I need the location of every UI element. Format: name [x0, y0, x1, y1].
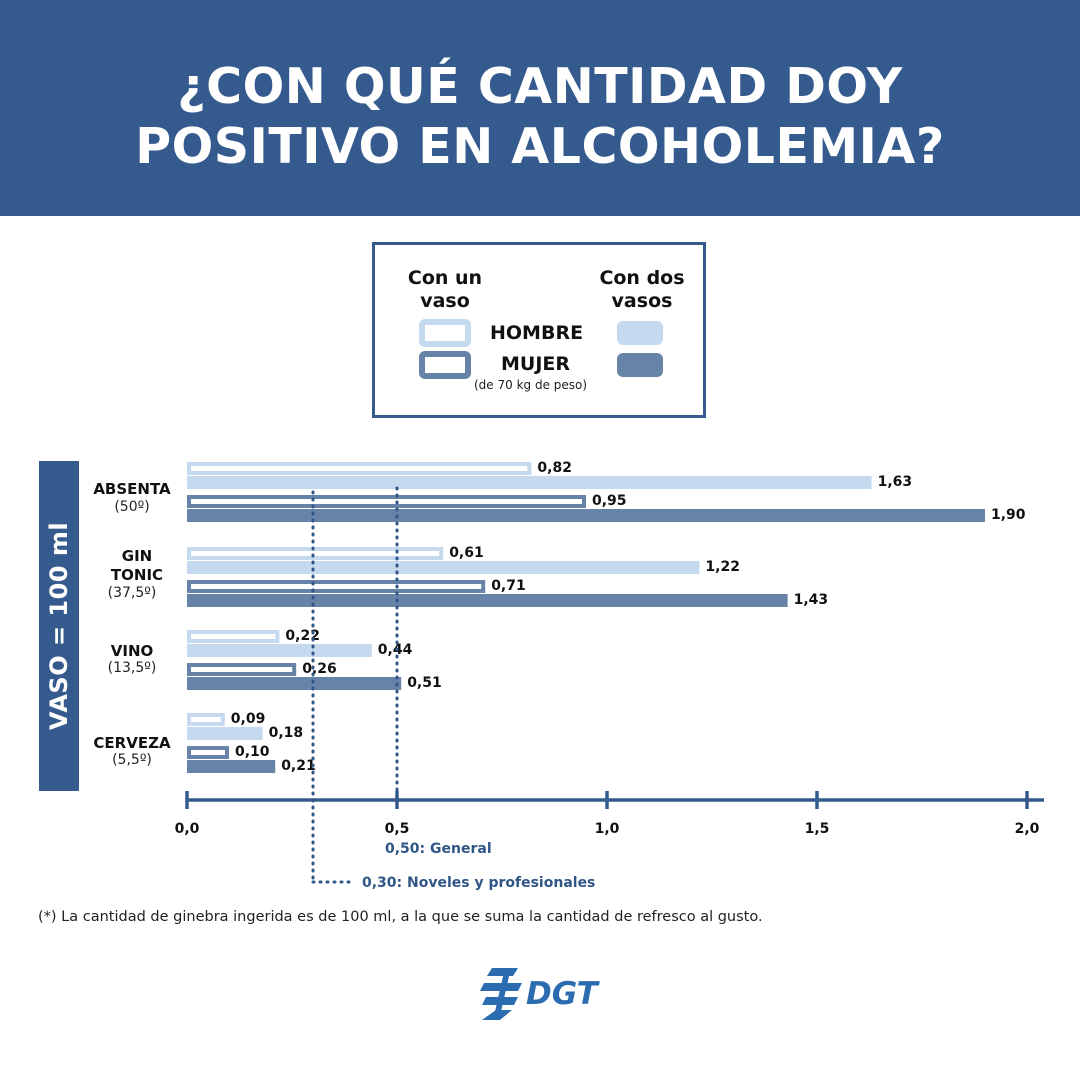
bar-man_two	[187, 476, 872, 489]
dgt-logo-text: DGT	[526, 976, 601, 1012]
legend-swatch-woman-two-glasses	[617, 353, 663, 377]
data-label: 0,22	[285, 628, 320, 644]
bar-man_one	[187, 547, 444, 560]
category-degree-vino: (13,5º)	[107, 660, 157, 676]
data-label: 0,21	[281, 758, 316, 774]
legend-two-glasses-heading: Con dos vasos	[599, 267, 685, 312]
data-label: 0,71	[491, 578, 526, 594]
bar-woman_two	[187, 509, 985, 522]
x-tick-label: 0,0	[175, 821, 200, 837]
legend-weight-note: (de 70 kg de peso)	[474, 378, 588, 392]
bar-man_one	[187, 713, 225, 726]
bar-man_two	[187, 727, 263, 740]
legend-one-glass-heading: Con un vaso	[407, 267, 483, 312]
bar-woman_one	[187, 663, 297, 676]
bar-man_two	[187, 644, 372, 657]
data-label: 1,22	[705, 559, 740, 575]
bar-man_one	[187, 462, 532, 475]
bar-woman_two	[187, 594, 788, 607]
title-line-1: ¿CON QUÉ CANTIDAD DOY	[177, 58, 903, 115]
category-name-absenta: ABSENTA	[93, 480, 171, 498]
legend-man-label: HOMBRE	[490, 322, 584, 344]
category-degree-gin-tonic: (37,5º)	[107, 585, 157, 601]
data-label: 0,09	[231, 711, 266, 727]
data-label: 0,82	[537, 460, 572, 476]
title-line-2: POSITIVO EN ALCOHOLEMIA?	[135, 118, 945, 175]
legend-swatch-woman-one-glass	[419, 351, 471, 379]
side-label-box	[39, 461, 79, 791]
dgt-logo: DGT	[480, 968, 601, 1020]
legend-woman-label: MUJER	[501, 353, 571, 375]
data-label: 0,18	[269, 725, 304, 741]
category-degree-absenta: (50º)	[114, 499, 150, 515]
data-label: 0,10	[235, 744, 270, 760]
reference-label-novice: 0,30: Noveles y profesionales	[362, 875, 595, 891]
data-label: 1,63	[878, 474, 913, 490]
bar-woman_one	[187, 580, 486, 593]
legend-swatch-man-one-glass	[419, 319, 471, 347]
reference-label-general: 0,50: General	[385, 841, 492, 857]
data-label: 0,26	[302, 661, 337, 677]
x-tick-label: 1,5	[805, 821, 830, 837]
bar-woman_two	[187, 677, 402, 690]
header-banner: ¿CON QUÉ CANTIDAD DOY POSITIVO EN ALCOHO…	[0, 0, 1080, 216]
category-name-vino: VINO	[110, 642, 154, 660]
legend-box: Con un vaso Con dos vasos HOMBRE MUJER (…	[372, 242, 706, 418]
x-tick-label: 0,5	[385, 821, 410, 837]
data-label: 0,44	[378, 642, 413, 658]
category-degree-cerveza: (5,5º)	[112, 752, 152, 768]
category-name-cerveza: CERVEZA	[93, 734, 171, 752]
x-tick-label: 2,0	[1015, 821, 1040, 837]
legend-swatch-man-two-glasses	[617, 321, 663, 345]
x-tick-label: 1,0	[595, 821, 620, 837]
bar-woman_one	[187, 746, 229, 759]
data-label: 1,90	[991, 507, 1026, 523]
data-label: 0,51	[407, 675, 442, 691]
data-label: 1,43	[794, 592, 829, 608]
footnote: (*) La cantidad de ginebra ingerida es d…	[38, 909, 763, 925]
dgt-logo-mark	[480, 968, 522, 1020]
data-label: 0,95	[592, 493, 627, 509]
bar-woman_one	[187, 495, 586, 508]
bar-woman_two	[187, 760, 276, 773]
category-name-gin-tonic: GIN TONIC	[110, 547, 164, 584]
data-label: 0,61	[449, 545, 484, 561]
bar-man_two	[187, 561, 700, 574]
bar-man_one	[187, 630, 280, 643]
